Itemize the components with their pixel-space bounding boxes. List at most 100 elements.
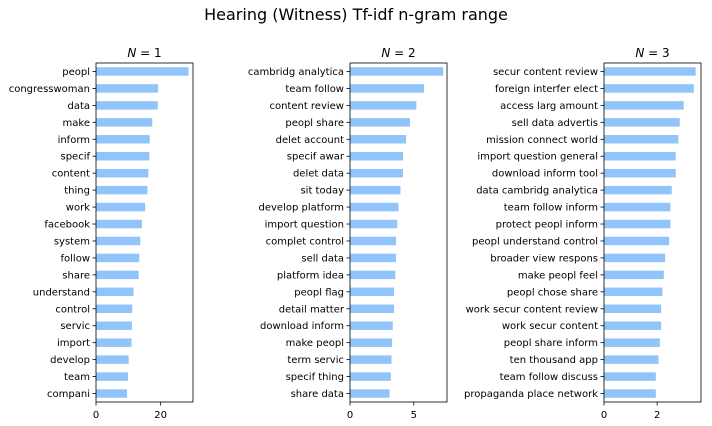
bar — [96, 270, 139, 280]
y-tick-label: complet control — [266, 236, 344, 247]
bar — [604, 168, 676, 178]
bar — [350, 287, 395, 297]
y-tick-label: protect peopl inform — [496, 220, 598, 231]
bar — [350, 304, 395, 314]
bar — [350, 321, 393, 330]
y-tick-label: access larg amount — [500, 101, 598, 112]
bar — [96, 219, 142, 229]
y-tick-label: foreign interfer elect — [495, 84, 598, 95]
y-tick-label: develop — [50, 355, 90, 366]
y-tick-label: delet data — [293, 169, 344, 180]
y-tick-label: specif awar — [287, 152, 345, 163]
x-tick-label: 2 — [654, 410, 660, 421]
y-tick-label: make peopl feel — [518, 270, 598, 281]
y-tick-label: share data — [291, 389, 344, 400]
y-tick-label: platform idea — [277, 270, 344, 281]
bar — [350, 185, 401, 195]
y-tick-label: congresswoman — [9, 84, 90, 95]
bar — [604, 321, 662, 330]
y-tick-label: detail matter — [279, 304, 345, 315]
y-tick-label: understand — [33, 287, 90, 298]
bar — [350, 338, 393, 347]
bar — [350, 372, 391, 381]
y-tick-label: work secur content review — [466, 304, 598, 315]
x-tick-label: 0 — [93, 410, 99, 421]
y-tick-label: share — [62, 270, 90, 281]
bar — [350, 355, 392, 364]
panel-title: N = 1 — [127, 46, 161, 60]
bar — [96, 101, 158, 110]
y-tick-label: team follow inform — [504, 203, 598, 214]
bar — [604, 118, 680, 127]
y-tick-label: make — [63, 118, 90, 129]
y-tick-label: term servic — [287, 355, 344, 366]
y-tick-label: peopl share inform — [504, 338, 598, 349]
axes-frame — [95, 62, 194, 403]
y-tick-label: compani — [47, 389, 90, 400]
y-tick-label: peopl — [62, 67, 90, 78]
bar — [604, 135, 679, 144]
bar — [350, 270, 396, 280]
bar — [96, 202, 146, 212]
bar — [604, 236, 670, 246]
bar — [96, 118, 153, 127]
axes-frame — [603, 62, 702, 403]
y-tick-label: broader view respons — [490, 253, 598, 264]
bar — [350, 236, 396, 246]
y-tick-label: download inform tool — [492, 169, 598, 180]
panel-title: N = 2 — [381, 46, 415, 60]
bar — [96, 389, 128, 398]
bar — [350, 202, 399, 212]
y-tick-label: peopl understand control — [472, 236, 598, 247]
bar — [350, 84, 425, 93]
y-tick-label: team follow discuss — [500, 372, 598, 383]
bar — [350, 389, 390, 398]
bar — [96, 84, 159, 93]
bar — [96, 135, 150, 144]
y-tick-label: content — [52, 169, 90, 180]
bar — [96, 304, 133, 314]
bar — [604, 67, 696, 76]
y-tick-label: peopl flag — [294, 287, 344, 298]
chart-panel-2: N = 2 cambridg analytica team follow conten… — [248, 46, 448, 421]
bar — [96, 338, 132, 347]
chart-panel-3: N = 3 secur content review foreign interfe… — [464, 46, 702, 421]
y-tick-label: develop platform — [259, 203, 344, 214]
bar — [604, 202, 671, 212]
y-tick-label: servic — [60, 321, 90, 332]
bar — [96, 151, 150, 161]
bar — [604, 287, 663, 297]
y-tick-label: thing — [64, 186, 90, 197]
y-tick-label: mission connect world — [486, 135, 598, 146]
bar — [604, 219, 671, 229]
bar — [96, 253, 140, 263]
bar — [604, 389, 656, 398]
bar — [96, 372, 129, 381]
y-tick-label: sit today — [300, 186, 344, 197]
x-tick-label: 5 — [411, 410, 417, 421]
bar — [350, 151, 403, 161]
y-tick-label: secur content review — [493, 67, 598, 78]
figure-title: Hearing (Witness) Tf-idf n-gram range — [204, 5, 508, 24]
y-tick-label: download inform — [260, 321, 344, 332]
x-tick-label: 20 — [154, 410, 167, 421]
bar — [96, 67, 189, 76]
y-tick-label: work secur content — [502, 321, 598, 332]
x-tick-label: 0 — [347, 410, 353, 421]
bar — [604, 372, 656, 381]
y-tick-label: data — [67, 101, 90, 112]
y-tick-label: control — [55, 304, 90, 315]
bar — [96, 355, 129, 364]
bar — [604, 185, 672, 195]
y-tick-label: follow — [61, 253, 91, 264]
panels: N = 1 peopl congresswoman data make inform spe… — [9, 46, 702, 421]
bar — [604, 101, 684, 110]
y-tick-label: specif — [60, 152, 90, 163]
y-tick-label: team — [64, 372, 90, 383]
bar — [350, 67, 444, 76]
bar — [350, 168, 403, 178]
x-tick-label: 0 — [601, 410, 607, 421]
y-tick-label: import question — [265, 220, 344, 231]
y-tick-label: sell data — [301, 253, 344, 264]
axes-frame — [349, 62, 448, 403]
